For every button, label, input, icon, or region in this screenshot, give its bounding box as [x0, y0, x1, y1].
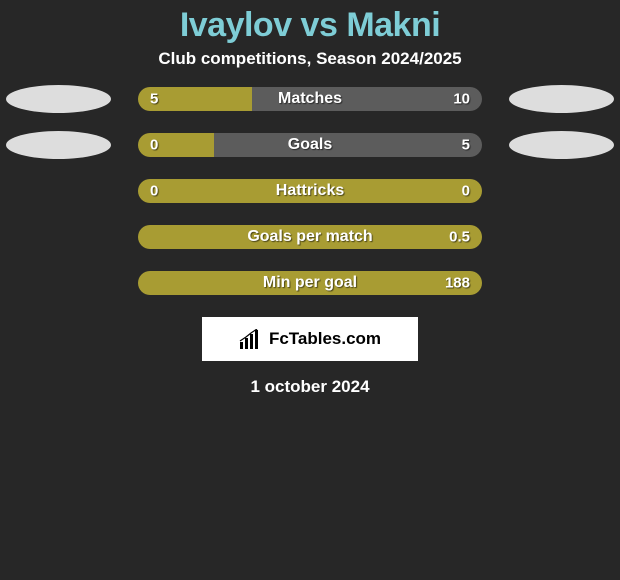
stat-row: 0.5 Goals per match	[0, 225, 620, 249]
player-right-marker	[509, 85, 614, 113]
stats-container: 5 10 Matches 0 5 Goals 0 0 Hattricks 0.5 Goals per…	[0, 87, 620, 295]
stat-value-right: 10	[453, 91, 470, 108]
page-subtitle: Club competitions, Season 2024/2025	[0, 49, 620, 87]
stat-value-right: 5	[462, 137, 470, 154]
stat-bar-right	[214, 133, 482, 157]
stat-bar: 0 5 Goals	[138, 133, 482, 157]
stat-bar: 0 0 Hattricks	[138, 179, 482, 203]
stat-value-right: 0	[462, 183, 470, 200]
page-title: Ivaylov vs Makni	[0, 0, 620, 49]
brand-badge: FcTables.com	[202, 317, 418, 361]
bar-chart-icon	[239, 329, 263, 349]
stat-label: Min per goal	[263, 274, 357, 292]
stat-label: Goals per match	[247, 228, 372, 246]
stat-value-right: 188	[445, 275, 470, 292]
stat-value-left: 5	[150, 91, 158, 108]
stat-label: Goals	[288, 136, 332, 154]
stat-bar: 0.5 Goals per match	[138, 225, 482, 249]
stat-label: Matches	[278, 90, 342, 108]
stat-row: 188 Min per goal	[0, 271, 620, 295]
stat-label: Hattricks	[276, 182, 344, 200]
stat-row: 0 5 Goals	[0, 133, 620, 157]
stat-value-right: 0.5	[449, 229, 470, 246]
player-right-marker	[509, 131, 614, 159]
stat-row: 0 0 Hattricks	[0, 179, 620, 203]
date-text: 1 october 2024	[0, 361, 620, 397]
stat-bar: 5 10 Matches	[138, 87, 482, 111]
player-left-marker	[6, 131, 111, 159]
brand-text: FcTables.com	[269, 329, 381, 349]
stat-value-left: 0	[150, 137, 158, 154]
player-left-marker	[6, 85, 111, 113]
stat-row: 5 10 Matches	[0, 87, 620, 111]
stat-bar: 188 Min per goal	[138, 271, 482, 295]
stat-value-left: 0	[150, 183, 158, 200]
